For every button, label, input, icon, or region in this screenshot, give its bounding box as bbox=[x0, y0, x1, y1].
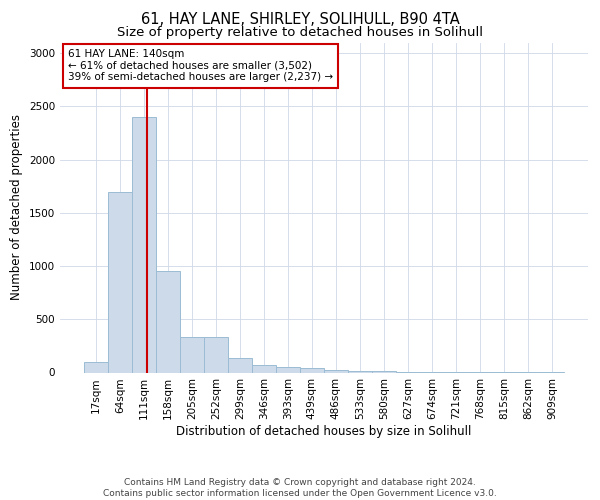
Bar bbox=[132, 117, 156, 372]
Y-axis label: Number of detached properties: Number of detached properties bbox=[10, 114, 23, 300]
Bar bbox=[348, 371, 372, 372]
Text: Contains HM Land Registry data © Crown copyright and database right 2024.
Contai: Contains HM Land Registry data © Crown c… bbox=[103, 478, 497, 498]
Bar bbox=[372, 371, 396, 372]
Text: 61, HAY LANE, SHIRLEY, SOLIHULL, B90 4TA: 61, HAY LANE, SHIRLEY, SOLIHULL, B90 4TA bbox=[140, 12, 460, 28]
Bar bbox=[324, 370, 348, 372]
X-axis label: Distribution of detached houses by size in Solihull: Distribution of detached houses by size … bbox=[176, 425, 472, 438]
Bar bbox=[300, 368, 324, 372]
Bar bbox=[84, 362, 108, 372]
Bar bbox=[180, 338, 204, 372]
Bar bbox=[156, 272, 180, 372]
Text: Size of property relative to detached houses in Solihull: Size of property relative to detached ho… bbox=[117, 26, 483, 39]
Bar bbox=[108, 192, 132, 372]
Bar bbox=[252, 364, 276, 372]
Bar bbox=[228, 358, 252, 372]
Text: 61 HAY LANE: 140sqm
← 61% of detached houses are smaller (3,502)
39% of semi-det: 61 HAY LANE: 140sqm ← 61% of detached ho… bbox=[68, 49, 333, 82]
Bar bbox=[204, 338, 228, 372]
Bar bbox=[276, 367, 300, 372]
